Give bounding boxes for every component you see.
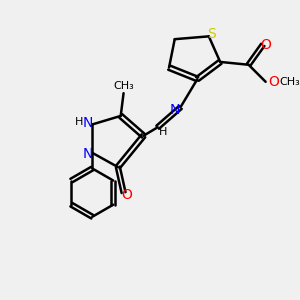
Text: H: H [75, 117, 84, 127]
Text: O: O [260, 38, 271, 52]
Text: CH₃: CH₃ [113, 81, 134, 91]
Text: N: N [83, 116, 93, 130]
Text: S: S [207, 26, 216, 40]
Text: O: O [269, 75, 280, 89]
Text: N: N [83, 147, 93, 161]
Text: H: H [159, 127, 167, 136]
Text: O: O [121, 188, 132, 203]
Text: N: N [169, 103, 180, 117]
Text: CH₃: CH₃ [279, 77, 300, 87]
